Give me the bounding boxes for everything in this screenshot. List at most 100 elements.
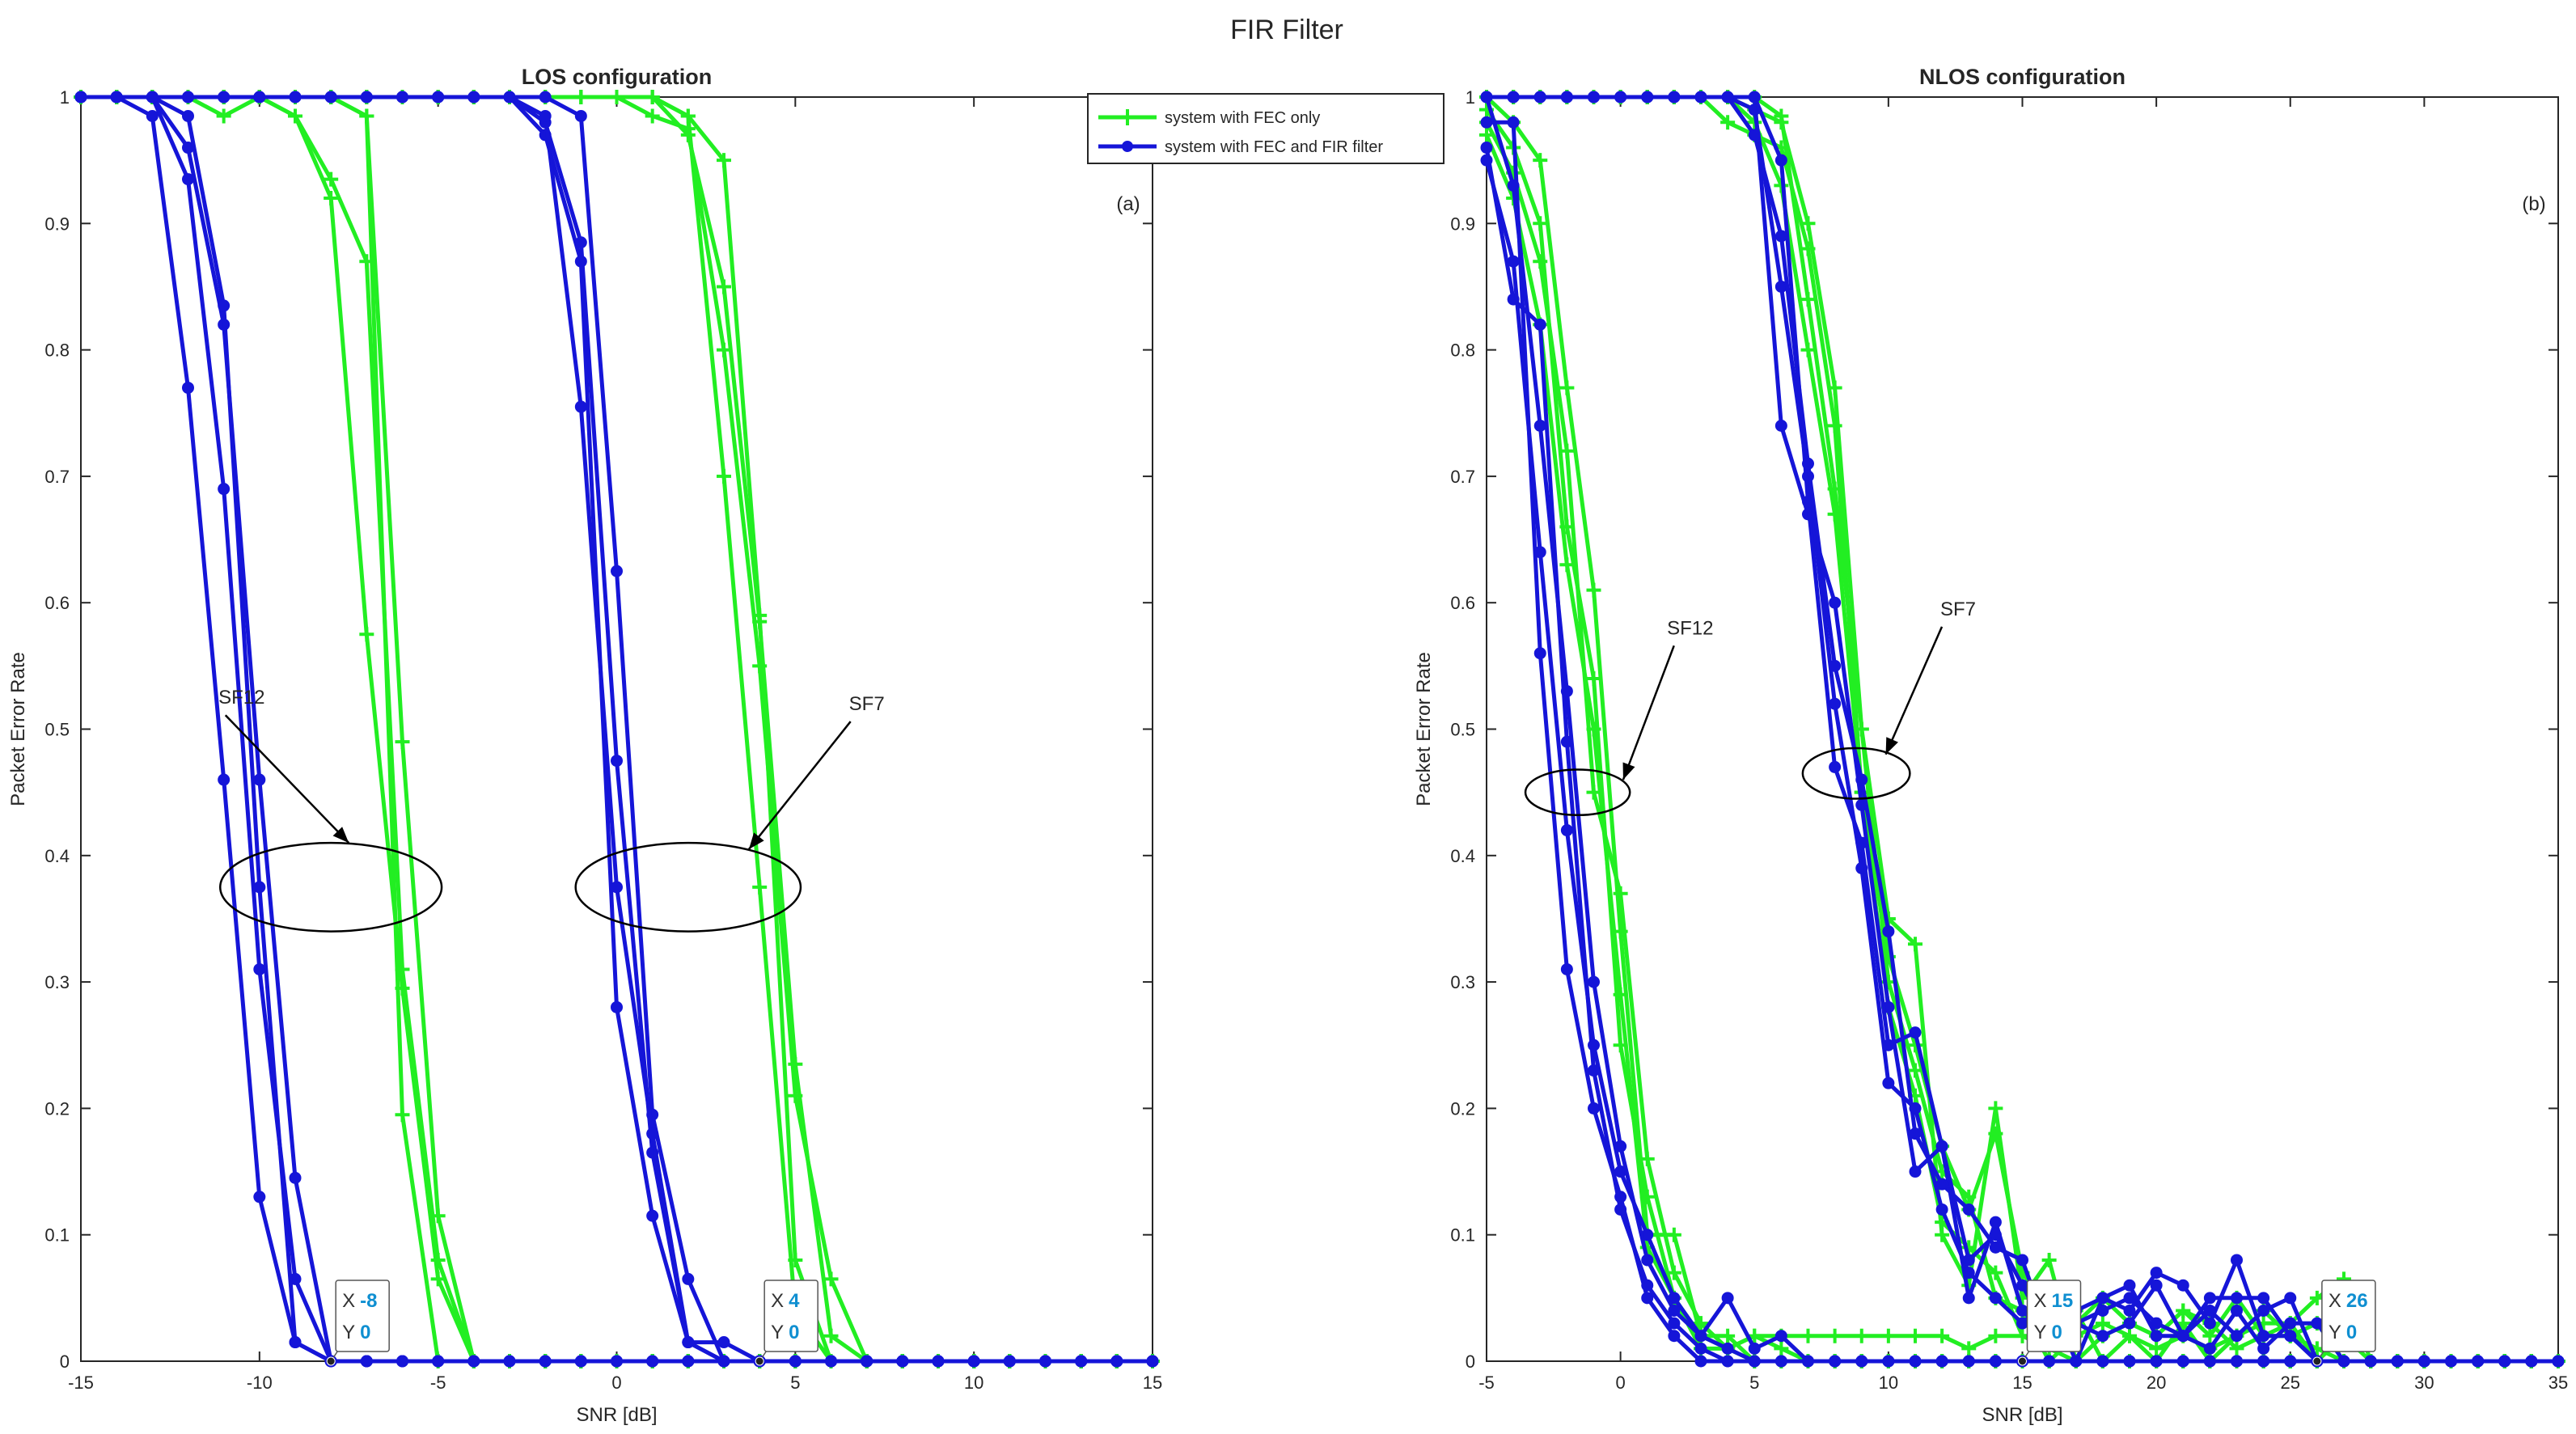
data-point xyxy=(2150,1355,2163,1368)
datatip-y-label: Y xyxy=(342,1322,355,1343)
data-point xyxy=(1507,116,1520,129)
data-point xyxy=(2203,1292,2216,1305)
data-point xyxy=(717,1336,730,1349)
data-point xyxy=(611,881,623,894)
datatip-x-label: X xyxy=(342,1290,355,1312)
x-axis-label: SNR [dB] xyxy=(576,1404,657,1426)
data-point xyxy=(861,1355,873,1368)
annotation-ellipse xyxy=(574,841,802,933)
annotation-label: SF7 xyxy=(1940,599,1976,620)
y-tick-label: 0.3 xyxy=(44,972,70,992)
x-axis-label: SNR [dB] xyxy=(1982,1404,2062,1426)
datatip-x-label: X xyxy=(2034,1290,2047,1312)
y-tick-label: 0.1 xyxy=(44,1225,70,1246)
data-point xyxy=(1935,1178,1948,1191)
data-point xyxy=(2231,1304,2243,1317)
data-point xyxy=(1855,836,1868,849)
nlos-panel: -5 0 5 10 15 20 25 30 3500.10.20.30.40.50.60.70.… xyxy=(1413,65,2568,1426)
data-point xyxy=(2445,1355,2457,1368)
y-tick-label: 0.3 xyxy=(1450,972,1475,992)
data-point xyxy=(539,1355,552,1368)
data-point xyxy=(1774,154,1787,167)
data-point xyxy=(289,1171,302,1184)
datatip-point xyxy=(2018,1356,2027,1366)
datatip-y-label: Y xyxy=(2329,1322,2341,1343)
data-point xyxy=(1827,418,1842,434)
data-point xyxy=(2498,1355,2511,1368)
datatip-x-label: X xyxy=(771,1290,784,1312)
data-point xyxy=(1668,91,1681,104)
data-point xyxy=(359,108,374,124)
data-point xyxy=(1721,1342,1734,1355)
data-point xyxy=(1800,1328,1816,1343)
data-point xyxy=(216,108,231,124)
data-point xyxy=(1962,1355,1975,1368)
data-point xyxy=(1507,255,1520,268)
data-point xyxy=(1774,419,1787,432)
data-point xyxy=(1639,1151,1655,1166)
datatip-y-value: 0 xyxy=(2052,1322,2062,1343)
data-point xyxy=(146,91,159,104)
data-point xyxy=(574,400,587,413)
x-tick-label: 35 xyxy=(2549,1373,2568,1393)
data-point xyxy=(1613,886,1628,901)
data-point xyxy=(2176,1303,2191,1318)
data-point xyxy=(1989,1216,2002,1229)
data-point xyxy=(1614,1203,1627,1216)
data-point xyxy=(896,1355,909,1368)
x-tick-label: 15 xyxy=(2012,1373,2032,1393)
data-point xyxy=(1962,1292,1975,1305)
data-point xyxy=(110,91,123,104)
data-point xyxy=(1641,1292,1654,1305)
data-point xyxy=(1829,1355,1842,1368)
datatip-point xyxy=(755,1356,764,1366)
data-point xyxy=(1533,254,1548,269)
data-point xyxy=(1855,773,1868,786)
data-point xyxy=(253,881,266,894)
data-point xyxy=(1989,1241,2002,1254)
data-point xyxy=(2150,1330,2163,1343)
data-point xyxy=(1935,1203,1948,1216)
data-point xyxy=(253,91,266,104)
data-point xyxy=(1882,1038,1895,1051)
data-point xyxy=(359,627,374,642)
data-point xyxy=(1829,697,1842,710)
data-point xyxy=(1613,987,1628,1002)
data-point xyxy=(932,1355,945,1368)
data-point xyxy=(2016,1254,2028,1267)
data-point xyxy=(2364,1355,2377,1368)
data-point xyxy=(1559,380,1575,396)
data-point xyxy=(539,91,552,104)
y-tick-label: 1 xyxy=(60,87,70,108)
data-point xyxy=(182,91,194,104)
data-point xyxy=(2257,1342,2270,1355)
data-point xyxy=(646,1355,659,1368)
datatip: X 26Y 0 xyxy=(2312,1280,2376,1366)
data-point xyxy=(1666,1227,1681,1242)
panel-title: LOS configuration xyxy=(522,65,713,89)
y-tick-label: 0.1 xyxy=(1450,1225,1475,1246)
data-point xyxy=(1962,1267,1975,1280)
data-point xyxy=(1480,116,1493,129)
data-point xyxy=(289,1336,302,1349)
data-point xyxy=(2043,1355,2056,1368)
x-tick-label: 0 xyxy=(1616,1373,1626,1393)
data-point xyxy=(1614,91,1627,104)
data-point xyxy=(2203,1317,2216,1330)
data-point xyxy=(1668,1317,1681,1330)
data-point xyxy=(2123,1317,2136,1330)
data-point xyxy=(1774,1341,1789,1356)
data-point xyxy=(1694,1330,1707,1343)
data-point xyxy=(717,468,731,484)
datatip-y-value: 0 xyxy=(789,1322,799,1343)
figure-title: FIR Filter xyxy=(1230,15,1343,45)
datatip-x-value: 26 xyxy=(2346,1290,2368,1312)
data-point xyxy=(360,1355,373,1368)
data-point xyxy=(1800,241,1816,256)
data-point xyxy=(1110,1355,1123,1368)
annotation-arrow-line xyxy=(1622,645,1675,780)
data-point xyxy=(2041,1252,2057,1267)
data-point xyxy=(1560,824,1573,837)
datatip-x-label: X xyxy=(2329,1290,2341,1312)
data-point xyxy=(1748,1355,1761,1368)
